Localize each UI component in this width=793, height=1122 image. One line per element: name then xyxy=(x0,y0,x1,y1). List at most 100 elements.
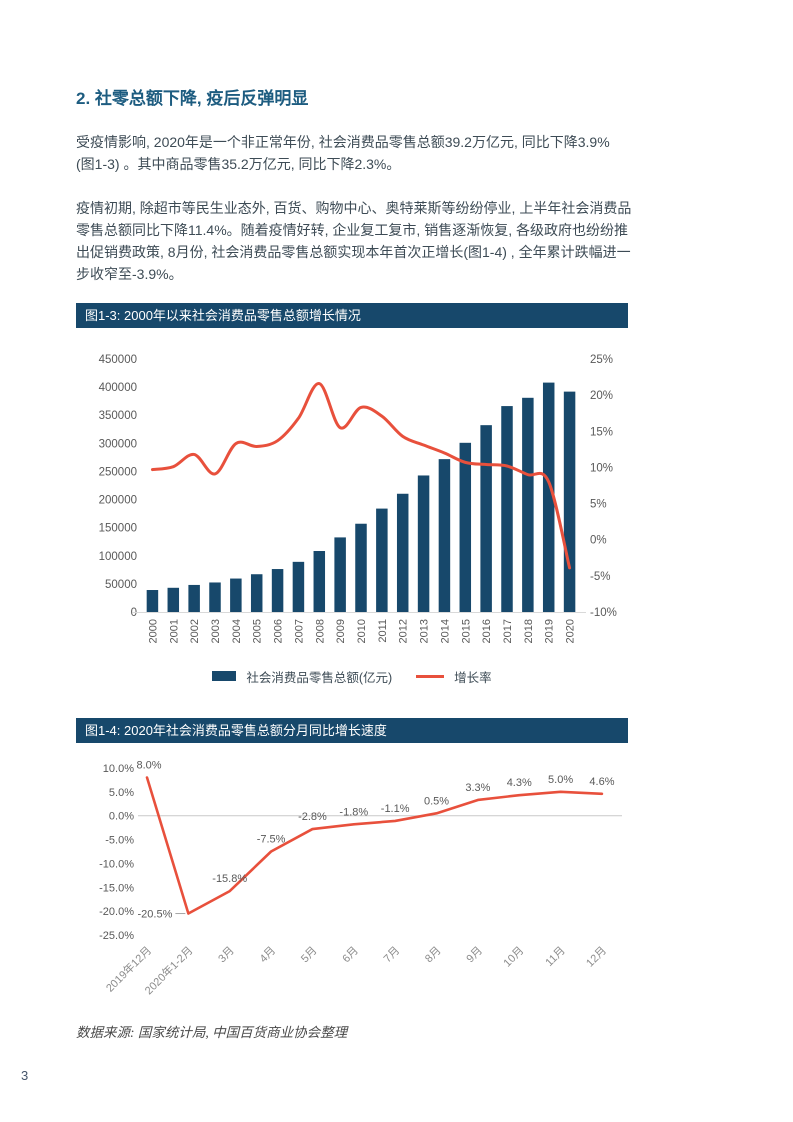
x-axis-label-2010: 2010 xyxy=(356,619,368,643)
data-source-note: 数据来源: 国家统计局, 中国百货商业协会整理 xyxy=(76,1025,348,1040)
y-axis-tick: -10.0% xyxy=(99,858,134,870)
bar-series-swatch xyxy=(212,671,237,681)
right-axis-tick: -10% xyxy=(590,607,617,619)
bar-2013 xyxy=(417,475,430,612)
figure-1-4-title: 图1-4: 2020年社会消费品零售总额分月同比增长速度 xyxy=(76,718,628,743)
bar-2002 xyxy=(188,584,200,612)
data-label: 0.5% xyxy=(424,795,449,807)
left-axis-tick: 300000 xyxy=(99,438,137,450)
figure-1-4-chart: 10.0% 5.0% 0.0% -5.0% -10.0% -15.0% -20.0% -25.… xyxy=(76,748,628,1010)
paragraph-detail: 疫情初期, 除超市等民生业态外, 百货、购物中心、奥特莱斯等纷纷停业, 上半年社… xyxy=(76,200,632,282)
x-axis-label-2019: 2019 xyxy=(544,619,556,643)
x-axis-label-2001: 2001 xyxy=(168,619,180,643)
x-axis-label-11: 12月 xyxy=(584,945,609,970)
x-axis-label-8: 9月 xyxy=(464,945,485,966)
y-axis-tick: -5.0% xyxy=(105,835,134,847)
right-axis-tick: 15% xyxy=(590,426,613,438)
bar-2015 xyxy=(459,442,472,612)
left-axis-tick: 150000 xyxy=(99,523,137,535)
bar-2008 xyxy=(313,551,326,612)
x-axis-label-2002: 2002 xyxy=(189,619,201,643)
y-axis-tick: 0.0% xyxy=(109,811,134,823)
page-number: 3 xyxy=(21,1068,29,1083)
data-label: -2.8% xyxy=(298,811,327,823)
y-axis-tick: -25.0% xyxy=(99,930,134,942)
x-axis-label-2006: 2006 xyxy=(273,619,285,643)
data-label: -7.5% xyxy=(257,834,286,846)
y-axis-tick: -15.0% xyxy=(99,882,134,894)
left-axis-tick: 250000 xyxy=(99,466,137,478)
bar-2000 xyxy=(146,590,159,612)
bar-2011 xyxy=(376,508,388,612)
x-axis-label-10: 11月 xyxy=(543,945,567,969)
x-axis-label-3: 4月 xyxy=(258,945,279,966)
data-label: 3.3% xyxy=(465,782,490,794)
bar-2001 xyxy=(167,587,180,612)
bar-2012 xyxy=(396,493,409,612)
x-axis-label-2000: 2000 xyxy=(147,619,159,643)
bar-2016 xyxy=(480,425,492,612)
x-axis-label-2008: 2008 xyxy=(314,619,326,643)
data-label: -15.8% xyxy=(212,873,247,885)
x-axis-label-2013: 2013 xyxy=(419,619,431,643)
x-axis-label-2016: 2016 xyxy=(481,619,493,643)
monthly-growth-line xyxy=(145,776,604,915)
x-axis-label-5: 6月 xyxy=(340,945,361,966)
line-series-label: 增长率 xyxy=(454,670,492,685)
y-axis-tick: -20.0% xyxy=(99,906,134,918)
bar-2014 xyxy=(438,459,451,612)
bar-2005 xyxy=(250,574,263,612)
left-axis-tick: 400000 xyxy=(99,382,137,394)
data-label: 5.0% xyxy=(548,774,573,786)
left-axis-tick: 350000 xyxy=(99,410,137,422)
x-axis-label-7: 8月 xyxy=(423,945,444,966)
x-axis-label-2009: 2009 xyxy=(335,619,347,643)
x-axis-label-2: 3月 xyxy=(216,945,237,966)
left-axis-tick: 450000 xyxy=(99,354,137,366)
bar-2019 xyxy=(542,382,555,612)
bar-2003 xyxy=(209,582,221,612)
right-axis-tick: 20% xyxy=(590,390,613,402)
x-axis-label-2018: 2018 xyxy=(523,619,535,643)
x-axis-label-2015: 2015 xyxy=(460,619,472,643)
data-label: -20.5% xyxy=(138,909,173,921)
figure-1-3-chart: 0500001000001500002000002500003000003500… xyxy=(76,330,628,656)
paragraph-overview: 受疫情影响, 2020年是一个非正常年份, 社会消费品零售总额39.2万亿元, … xyxy=(76,134,610,172)
y-axis-tick: 10.0% xyxy=(103,763,134,775)
right-axis-tick: 25% xyxy=(590,354,613,366)
right-axis-tick: 5% xyxy=(590,499,607,511)
x-axis-label-2005: 2005 xyxy=(252,619,264,643)
growth-rate-line xyxy=(150,382,572,570)
bar-2004 xyxy=(230,578,242,612)
figure-1-3-legend: 社会消费品零售总额(亿元) 增长率 xyxy=(76,666,628,686)
y-axis-tick: 5.0% xyxy=(109,787,134,799)
data-label: -1.8% xyxy=(339,806,368,818)
right-axis-tick: -5% xyxy=(590,571,610,583)
x-axis-label-4: 5月 xyxy=(299,945,320,966)
bar-2020 xyxy=(563,391,576,612)
x-axis-label-2004: 2004 xyxy=(231,619,243,643)
bar-2009 xyxy=(334,537,346,612)
bar-series-label: 社会消费品零售总额(亿元) xyxy=(246,670,393,685)
bar-2018 xyxy=(522,397,534,612)
left-axis-tick: 50000 xyxy=(105,579,137,591)
data-label: 4.6% xyxy=(589,776,614,788)
right-axis-tick: 0% xyxy=(590,535,607,547)
figure-1-3-title: 图1-3: 2000年以来社会消费品零售总额增长情况 xyxy=(76,303,628,328)
line-series-swatch xyxy=(416,674,445,678)
bar-2017 xyxy=(501,406,513,612)
data-label: 8.0% xyxy=(136,760,161,772)
bar-2007 xyxy=(292,561,305,612)
left-axis-tick: 100000 xyxy=(99,551,137,563)
bar-2010 xyxy=(355,523,367,612)
data-label: 4.3% xyxy=(507,777,532,789)
x-axis-label-2007: 2007 xyxy=(293,619,305,643)
bar-2006 xyxy=(271,569,284,612)
x-axis-label-9: 10月 xyxy=(501,945,526,970)
retail-total-bars xyxy=(146,382,576,612)
x-axis-label-2003: 2003 xyxy=(210,619,222,643)
x-axis-label-2014: 2014 xyxy=(439,619,451,643)
data-label: -1.1% xyxy=(381,803,410,815)
x-axis-label-2012: 2012 xyxy=(398,619,410,643)
